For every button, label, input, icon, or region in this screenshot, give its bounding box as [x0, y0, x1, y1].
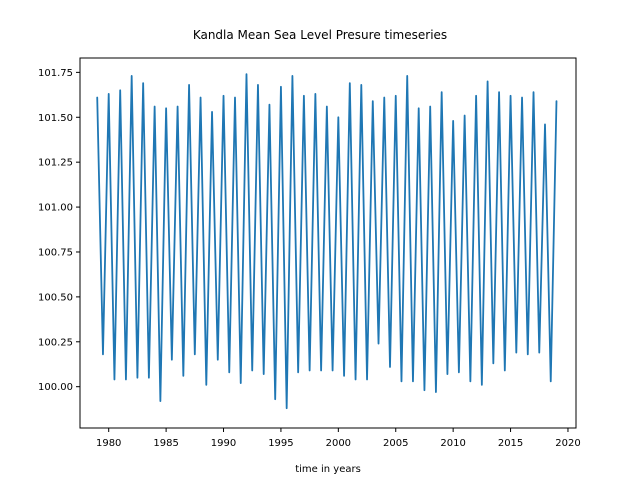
x-axis-label: time in years — [295, 464, 361, 475]
plot-frame — [79, 57, 577, 429]
y-tick-label: 100.00 — [38, 382, 73, 393]
series-line-0 — [96, 73, 558, 410]
x-tick-label: 2020 — [555, 438, 580, 449]
x-tick-label: 2000 — [326, 438, 351, 449]
x-tick-label: 1985 — [153, 438, 178, 449]
y-tick-label: 100.50 — [38, 292, 73, 303]
y-tick-label: 101.50 — [38, 113, 73, 124]
y-axis: 100.00 100.25 100.50 100.75 101.00 101.25 101.… — [38, 68, 80, 393]
x-axis: 1980 1985 1990 1995 2000 2005 2010 2015 2020 — [96, 428, 581, 449]
x-tick-label: 1995 — [268, 438, 293, 449]
y-tick-label: 100.25 — [38, 337, 73, 348]
y-tick-label: 101.00 — [38, 203, 73, 214]
x-tick-label: 2005 — [383, 438, 408, 449]
x-tick-label: 2010 — [440, 438, 465, 449]
plot-area — [96, 73, 558, 410]
x-tick-label: 1980 — [96, 438, 121, 449]
y-tick-label: 101.75 — [38, 68, 73, 79]
chart-title: Kandla Mean Sea Level Presure timeseries — [193, 28, 447, 42]
y-tick-label: 100.75 — [38, 247, 73, 258]
y-tick-label: 101.25 — [38, 158, 73, 169]
x-tick-label: 1990 — [211, 438, 236, 449]
x-tick-label: 2015 — [498, 438, 523, 449]
